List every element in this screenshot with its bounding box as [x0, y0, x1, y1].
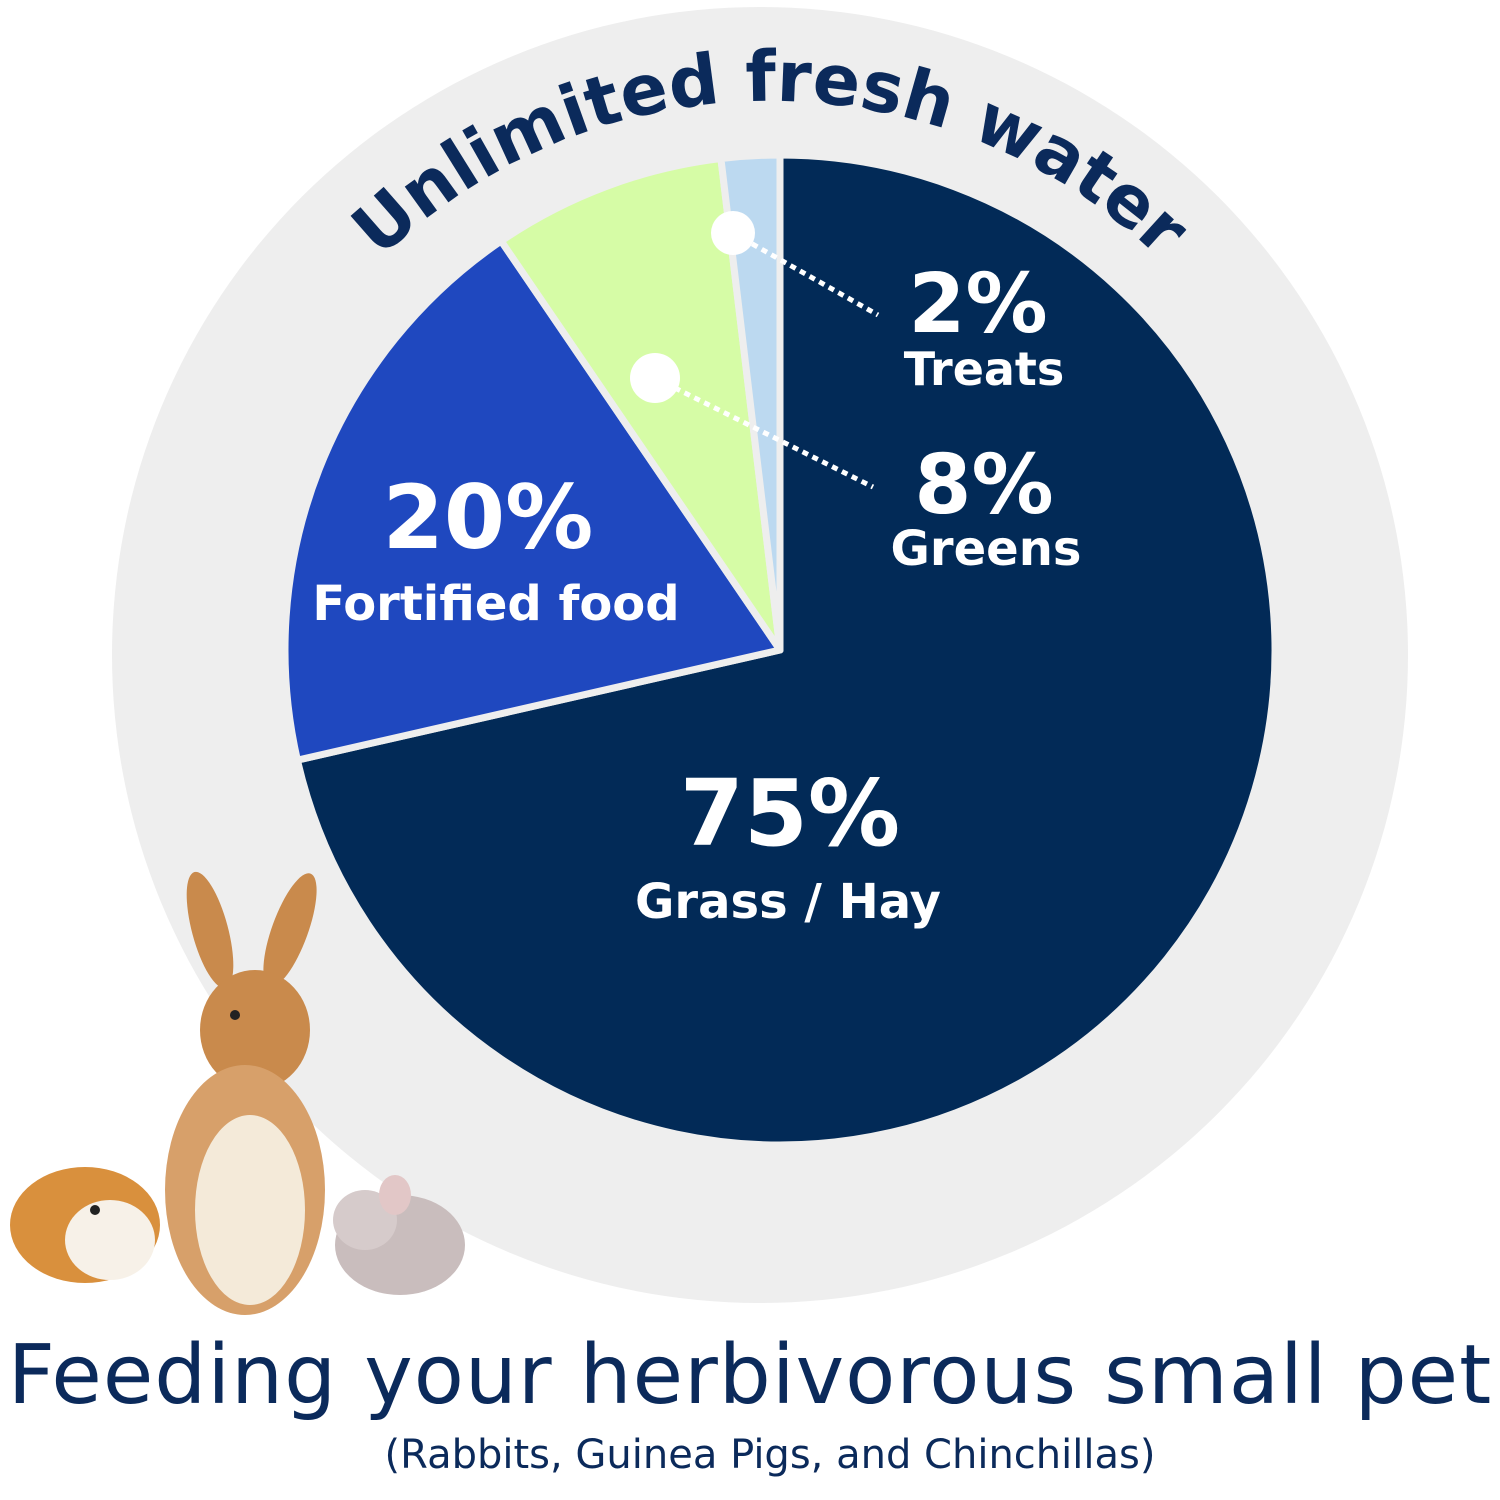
page-subtitle: (Rabbits, Guinea Pigs, and Chinchillas) [384, 1432, 1156, 1478]
treats-name-label: Treats [904, 342, 1065, 396]
pie-slice-treats [717, 151, 784, 654]
treats-pointer-dot [711, 211, 755, 255]
treats-pct-label: 2% [908, 257, 1047, 352]
greens-name-label: Greens [891, 521, 1082, 577]
pie-slice-fortified-food [281, 237, 784, 764]
greens-pointer-line [653, 375, 875, 490]
fortified-name-label: Fortified food [312, 576, 679, 632]
greens-pointer-dot [630, 353, 680, 403]
grass-pct-label: 75% [680, 760, 900, 867]
pets-illustration [10, 871, 465, 1315]
pie-slice-grass-hay [293, 151, 1279, 1149]
greens-pct-label: 8% [914, 438, 1053, 533]
treats-pointer-line [731, 230, 880, 318]
fortified-pct-label: 20% [383, 466, 594, 569]
pie-slice-greens [497, 155, 784, 654]
page-title: Feeding your herbivorous small pet [7, 1328, 1493, 1423]
grass-name-label: Grass / Hay [635, 874, 941, 930]
